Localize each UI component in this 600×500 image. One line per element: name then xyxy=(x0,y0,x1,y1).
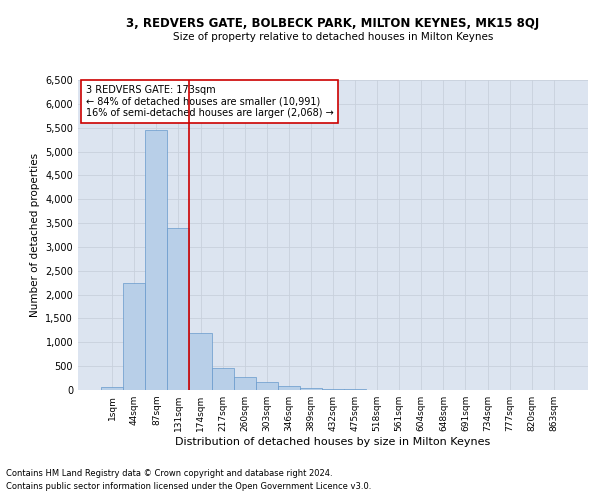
Bar xyxy=(256,382,278,390)
Text: Contains HM Land Registry data © Crown copyright and database right 2024.: Contains HM Land Registry data © Crown c… xyxy=(6,468,332,477)
Text: 3 REDVERS GATE: 173sqm
← 84% of detached houses are smaller (10,991)
16% of semi: 3 REDVERS GATE: 173sqm ← 84% of detached… xyxy=(86,84,334,118)
Text: Contains public sector information licensed under the Open Government Licence v3: Contains public sector information licen… xyxy=(6,482,371,491)
X-axis label: Distribution of detached houses by size in Milton Keynes: Distribution of detached houses by size … xyxy=(175,437,491,447)
Bar xyxy=(123,282,145,390)
Bar xyxy=(101,388,123,390)
Bar xyxy=(322,389,344,390)
Bar xyxy=(233,377,256,390)
Bar xyxy=(167,228,190,390)
Bar xyxy=(212,368,233,390)
Bar xyxy=(300,388,322,390)
Bar xyxy=(190,333,212,390)
Text: Size of property relative to detached houses in Milton Keynes: Size of property relative to detached ho… xyxy=(173,32,493,42)
Y-axis label: Number of detached properties: Number of detached properties xyxy=(30,153,40,317)
Bar xyxy=(278,386,300,390)
Bar xyxy=(145,130,167,390)
Text: 3, REDVERS GATE, BOLBECK PARK, MILTON KEYNES, MK15 8QJ: 3, REDVERS GATE, BOLBECK PARK, MILTON KE… xyxy=(127,18,539,30)
